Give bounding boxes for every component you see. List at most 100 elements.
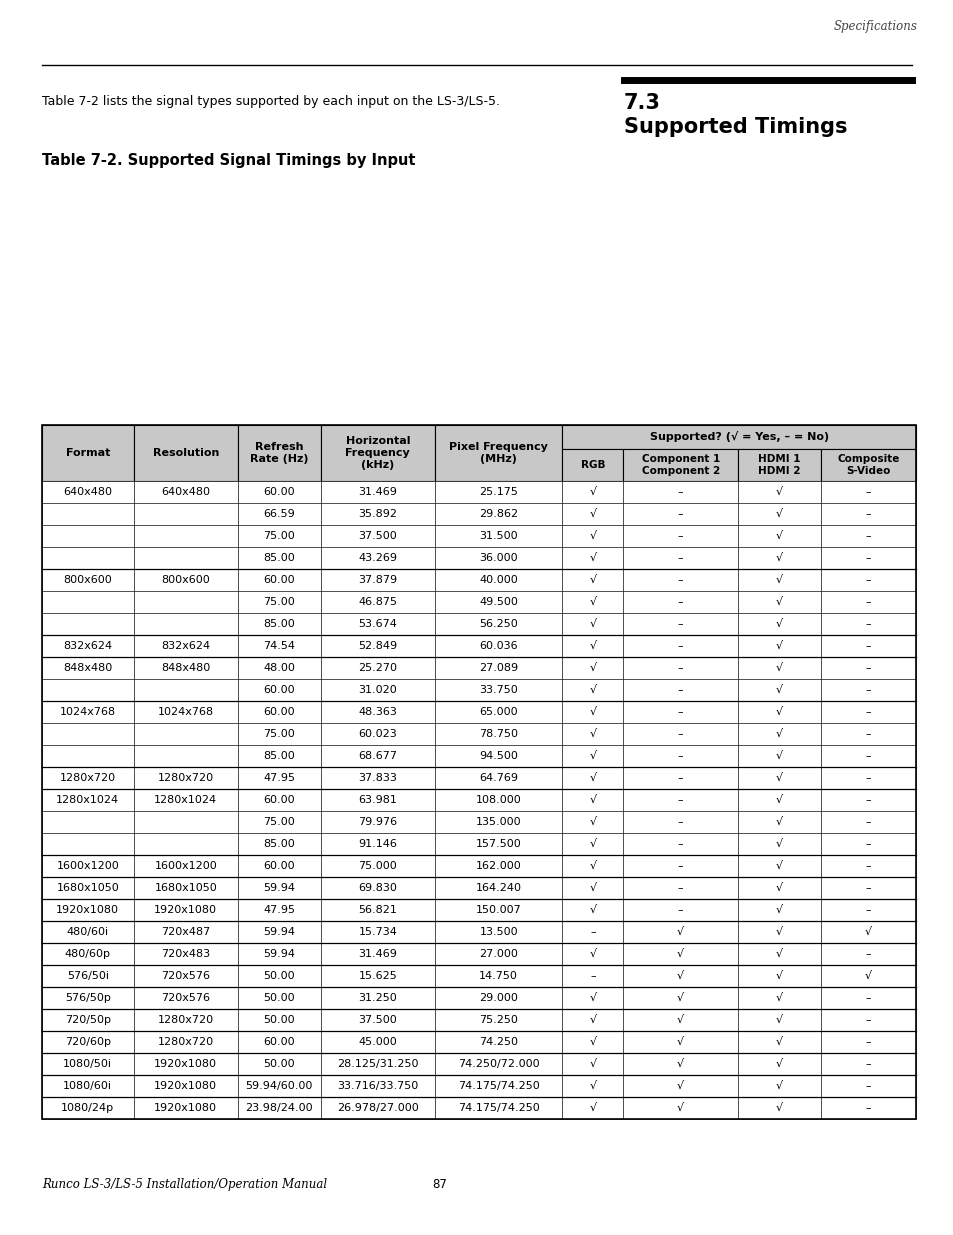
Bar (237, 965, 320, 987)
Text: √: √ (589, 685, 596, 695)
Bar (737, 832, 820, 855)
Text: Table 7-2. Supported Signal Timings by Input: Table 7-2. Supported Signal Timings by I… (42, 153, 416, 168)
Text: –: – (590, 927, 595, 937)
Text: √: √ (589, 773, 596, 783)
Bar (133, 425, 237, 480)
Bar (42, 789, 133, 811)
Text: Resolution: Resolution (152, 448, 219, 458)
Text: √: √ (589, 663, 596, 673)
Bar (737, 789, 820, 811)
Text: 60.023: 60.023 (358, 729, 396, 739)
Bar (42, 987, 133, 1009)
Text: √: √ (589, 509, 596, 519)
Bar (237, 1009, 320, 1031)
Bar (561, 450, 622, 480)
Text: –: – (864, 948, 870, 960)
Text: √: √ (677, 1058, 683, 1070)
Bar (561, 921, 622, 944)
Bar (622, 811, 737, 832)
Bar (622, 832, 737, 855)
Bar (737, 1097, 820, 1119)
Text: 29.862: 29.862 (478, 509, 517, 519)
Text: √: √ (775, 576, 782, 585)
Bar (737, 811, 820, 832)
Text: 157.500: 157.500 (476, 839, 521, 848)
Bar (133, 767, 237, 789)
Bar (737, 525, 820, 547)
Text: √: √ (775, 1081, 782, 1091)
Bar (320, 1031, 435, 1053)
Text: 59.94: 59.94 (263, 883, 295, 893)
Bar (561, 425, 915, 450)
Bar (622, 450, 737, 480)
Text: Horizontal
Frequency
(kHz): Horizontal Frequency (kHz) (345, 436, 410, 469)
Text: 31.469: 31.469 (358, 948, 396, 960)
Bar (435, 921, 561, 944)
Bar (320, 1097, 435, 1119)
Bar (561, 722, 622, 745)
Text: –: – (864, 773, 870, 783)
Text: –: – (864, 795, 870, 805)
Bar (561, 877, 622, 899)
Bar (820, 832, 915, 855)
Text: 1280x720: 1280x720 (60, 773, 115, 783)
Bar (561, 944, 622, 965)
Bar (42, 525, 133, 547)
Text: 85.00: 85.00 (263, 553, 294, 563)
Text: 1280x1024: 1280x1024 (56, 795, 119, 805)
Text: 74.250/72.000: 74.250/72.000 (457, 1058, 539, 1070)
Bar (42, 855, 133, 877)
Text: √: √ (775, 553, 782, 563)
Text: √: √ (677, 948, 683, 960)
Text: 60.00: 60.00 (263, 1037, 294, 1047)
Bar (133, 503, 237, 525)
Text: 27.000: 27.000 (478, 948, 517, 960)
Bar (133, 592, 237, 613)
Text: 1920x1080: 1920x1080 (154, 1058, 217, 1070)
Bar (133, 569, 237, 592)
Bar (435, 1009, 561, 1031)
Bar (737, 987, 820, 1009)
Bar (133, 679, 237, 701)
Bar (561, 811, 622, 832)
Bar (237, 921, 320, 944)
Text: 35.892: 35.892 (358, 509, 397, 519)
Text: 94.500: 94.500 (478, 751, 517, 761)
Bar (737, 450, 820, 480)
Text: 40.000: 40.000 (478, 576, 517, 585)
Bar (133, 944, 237, 965)
Text: √: √ (775, 948, 782, 960)
Text: –: – (864, 619, 870, 629)
Text: 52.849: 52.849 (358, 641, 397, 651)
Bar (820, 547, 915, 569)
Text: –: – (678, 706, 682, 718)
Text: 164.240: 164.240 (476, 883, 521, 893)
Text: 1680x1050: 1680x1050 (154, 883, 217, 893)
Text: 74.54: 74.54 (263, 641, 295, 651)
Text: 74.250: 74.250 (478, 1037, 517, 1047)
Bar (435, 722, 561, 745)
Bar (320, 855, 435, 877)
Text: –: – (864, 663, 870, 673)
Bar (42, 1074, 133, 1097)
Text: 162.000: 162.000 (476, 861, 521, 871)
Text: √: √ (775, 861, 782, 871)
Bar (435, 425, 561, 480)
Bar (133, 613, 237, 635)
Text: 47.95: 47.95 (263, 773, 295, 783)
Bar (42, 613, 133, 635)
Bar (42, 899, 133, 921)
Text: –: – (678, 729, 682, 739)
Text: –: – (678, 839, 682, 848)
Text: RGB: RGB (580, 459, 604, 471)
Bar (737, 480, 820, 503)
Text: 50.00: 50.00 (263, 1058, 294, 1070)
Text: 37.500: 37.500 (358, 531, 396, 541)
Bar (237, 679, 320, 701)
Bar (622, 722, 737, 745)
Bar (320, 657, 435, 679)
Bar (737, 503, 820, 525)
Text: 480/60i: 480/60i (67, 927, 109, 937)
Bar (320, 547, 435, 569)
Text: 29.000: 29.000 (478, 993, 517, 1003)
